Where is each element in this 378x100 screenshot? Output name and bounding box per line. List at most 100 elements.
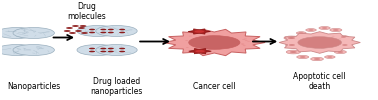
Circle shape xyxy=(185,40,188,41)
Circle shape xyxy=(285,43,298,47)
Circle shape xyxy=(307,39,310,40)
Circle shape xyxy=(338,36,349,38)
Circle shape xyxy=(311,46,314,47)
Circle shape xyxy=(66,27,73,29)
Circle shape xyxy=(89,51,95,52)
Circle shape xyxy=(206,37,209,38)
Circle shape xyxy=(247,41,250,42)
Circle shape xyxy=(320,43,323,44)
Circle shape xyxy=(96,26,137,36)
Circle shape xyxy=(13,44,54,56)
Circle shape xyxy=(108,51,114,52)
Circle shape xyxy=(80,25,87,27)
Circle shape xyxy=(77,44,118,56)
Circle shape xyxy=(13,28,54,38)
Circle shape xyxy=(219,37,222,38)
Circle shape xyxy=(288,37,295,39)
Circle shape xyxy=(206,46,209,47)
Circle shape xyxy=(300,56,306,58)
Circle shape xyxy=(108,48,114,49)
Text: Apoptotic cell
death: Apoptotic cell death xyxy=(293,72,346,91)
Circle shape xyxy=(210,48,213,49)
Circle shape xyxy=(205,37,208,38)
Circle shape xyxy=(286,50,301,54)
Circle shape xyxy=(78,27,85,29)
Circle shape xyxy=(89,29,95,30)
Circle shape xyxy=(245,40,248,41)
Circle shape xyxy=(218,40,221,41)
Circle shape xyxy=(298,43,301,44)
Circle shape xyxy=(75,30,82,32)
Circle shape xyxy=(227,38,230,39)
Circle shape xyxy=(308,29,314,31)
Circle shape xyxy=(335,43,338,44)
Circle shape xyxy=(96,44,137,56)
Circle shape xyxy=(321,48,324,49)
Circle shape xyxy=(100,32,106,33)
Circle shape xyxy=(327,56,332,58)
Circle shape xyxy=(186,47,189,48)
Text: Nanoparticles: Nanoparticles xyxy=(7,82,60,91)
Circle shape xyxy=(244,38,247,39)
Circle shape xyxy=(119,48,125,49)
Circle shape xyxy=(89,48,95,49)
Text: Drug
molecules: Drug molecules xyxy=(67,2,106,21)
Circle shape xyxy=(322,27,327,29)
Polygon shape xyxy=(188,29,211,34)
Circle shape xyxy=(100,51,106,52)
Circle shape xyxy=(0,44,37,56)
Circle shape xyxy=(81,32,88,34)
Circle shape xyxy=(204,43,207,44)
Circle shape xyxy=(306,29,316,31)
Circle shape xyxy=(89,32,95,33)
Circle shape xyxy=(119,51,125,52)
Circle shape xyxy=(100,29,106,30)
Circle shape xyxy=(333,29,339,31)
Circle shape xyxy=(290,51,297,53)
Circle shape xyxy=(218,44,221,45)
Circle shape xyxy=(108,29,114,30)
Circle shape xyxy=(341,36,346,38)
Circle shape xyxy=(217,40,220,41)
Circle shape xyxy=(297,55,309,59)
Circle shape xyxy=(243,45,246,46)
Circle shape xyxy=(333,45,335,46)
Circle shape xyxy=(311,57,324,61)
Circle shape xyxy=(332,36,335,37)
Circle shape xyxy=(209,38,212,39)
Circle shape xyxy=(100,48,106,49)
Circle shape xyxy=(296,32,306,34)
Circle shape xyxy=(313,42,316,43)
Circle shape xyxy=(335,50,346,54)
Circle shape xyxy=(195,30,204,33)
Polygon shape xyxy=(279,32,360,53)
Circle shape xyxy=(189,36,240,49)
Circle shape xyxy=(69,32,76,34)
Circle shape xyxy=(208,43,211,44)
Circle shape xyxy=(338,38,341,39)
Circle shape xyxy=(72,25,79,27)
Circle shape xyxy=(319,41,322,42)
Circle shape xyxy=(119,29,125,30)
Circle shape xyxy=(77,26,118,36)
Circle shape xyxy=(317,41,320,42)
Text: Drug loaded
nanoparticles: Drug loaded nanoparticles xyxy=(90,77,143,96)
Text: Cancer cell: Cancer cell xyxy=(193,82,235,91)
Circle shape xyxy=(324,40,327,41)
Circle shape xyxy=(314,58,320,60)
Circle shape xyxy=(108,32,114,33)
Circle shape xyxy=(299,32,304,34)
Circle shape xyxy=(195,50,205,52)
Circle shape xyxy=(322,42,325,43)
Circle shape xyxy=(342,44,348,46)
Circle shape xyxy=(284,36,299,40)
Circle shape xyxy=(313,41,316,42)
Circle shape xyxy=(64,30,71,32)
Circle shape xyxy=(325,56,335,58)
Circle shape xyxy=(211,40,214,41)
Circle shape xyxy=(242,44,245,45)
Circle shape xyxy=(322,44,325,45)
Circle shape xyxy=(119,32,125,33)
Circle shape xyxy=(314,43,318,44)
Circle shape xyxy=(0,28,37,38)
